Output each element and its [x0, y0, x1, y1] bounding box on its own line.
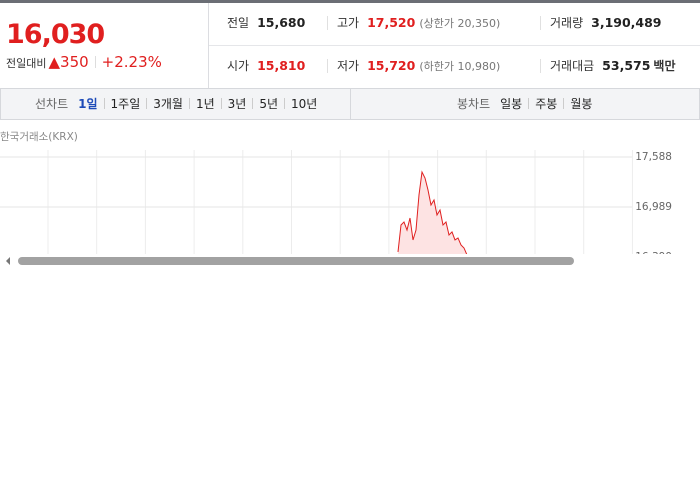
tab-option[interactable]: 일봉 — [500, 97, 523, 111]
scroll-thumb[interactable] — [18, 257, 574, 265]
separator — [528, 98, 530, 109]
stat-value: 15,720 — [367, 58, 416, 73]
tab-option[interactable]: 10년 — [291, 97, 318, 111]
stat-extra: (하한가 10,980) — [419, 60, 501, 73]
scrollbar[interactable] — [0, 254, 700, 268]
stat-label: 거래량 — [550, 16, 584, 30]
stat-value: 15,810 — [257, 58, 306, 73]
tab-option[interactable]: 월봉 — [570, 97, 593, 111]
candle-options: 봉차트 일봉 주봉 월봉 — [457, 89, 592, 119]
line-chart-label: 선차트 — [35, 97, 69, 111]
line-chart-tabs: 선차트 1일 1주일 3개월 1년 3년 5년 10년 — [1, 89, 351, 119]
stat-cell: 저가 15,720 (하한가 10,980) — [326, 46, 501, 88]
stat-value: 17,520 — [367, 15, 416, 30]
line-options: 선차트 1일 1주일 3개월 1년 3년 5년 10년 — [35, 89, 317, 119]
tab-option[interactable]: 1년 — [195, 97, 215, 111]
tab-option[interactable]: 주봉 — [535, 97, 558, 111]
stat-cell: 고가 17,520 (상한가 20,350) — [326, 3, 501, 45]
chart-source: 한국거래소(KRX) — [0, 131, 78, 143]
tab-option[interactable]: 1주일 — [110, 97, 141, 111]
plot-area — [397, 170, 471, 259]
tab-option[interactable]: 3개월 — [153, 97, 183, 111]
separator — [146, 98, 148, 109]
separator — [94, 56, 96, 68]
stat-cell: 거래대금 53,575 백만 — [540, 46, 676, 88]
stat-label: 저가 — [337, 59, 360, 73]
change-value: 350 — [60, 53, 89, 71]
stat-unit: 백만 — [653, 59, 676, 73]
stat-value: 53,575 — [602, 58, 651, 73]
y-tick-label: 17,588 — [635, 151, 672, 163]
stat-value: 15,680 — [257, 15, 306, 30]
separator — [563, 98, 565, 109]
stat-cell: 전일 15,680 — [227, 3, 305, 45]
top-border — [0, 0, 700, 3]
stat-cell: 시가 15,810 — [227, 46, 305, 88]
stat-extra: (상한가 20,350) — [419, 17, 501, 30]
tab-option[interactable]: 1일 — [78, 97, 98, 111]
separator — [188, 98, 190, 109]
tab-option[interactable]: 5년 — [259, 97, 279, 111]
quote-panel: 16,030 전일대비 ▲350 +2.23% — [0, 3, 209, 88]
change-rate: +2.23% — [101, 53, 162, 71]
separator — [103, 98, 105, 109]
tab-option[interactable]: 3년 — [227, 97, 247, 111]
separator — [220, 98, 222, 109]
change-label: 전일대비 — [6, 57, 47, 70]
stat-label: 시가 — [227, 59, 250, 73]
current-price: 16,030 — [6, 19, 105, 50]
stats-row: 전일 15,680 고가 17,520 (상한가 20,350) 거래량 3,190,489 — [209, 3, 700, 46]
stats-panel: 전일 15,680 고가 17,520 (상한가 20,350) 거래량 3,190,489… — [209, 3, 700, 89]
change-symbol: ▲ — [48, 53, 61, 71]
stat-value: 3,190,489 — [591, 15, 662, 30]
separator — [252, 98, 254, 109]
stat-cell: 거래량 3,190,489 — [540, 3, 662, 45]
scroll-left-arrow[interactable] — [6, 257, 10, 265]
candle-chart-label: 봉차트 — [457, 97, 491, 111]
separator — [284, 98, 286, 109]
stat-label: 전일 — [227, 16, 250, 30]
y-tick-label: 16,989 — [635, 201, 672, 213]
price-area — [398, 172, 470, 259]
stat-label: 거래대금 — [550, 59, 595, 73]
chart-toolbar: 선차트 1일 1주일 3개월 1년 3년 5년 10년 봉차트 일봉 주봉 월봉 — [0, 88, 700, 120]
price-line — [397, 170, 471, 259]
stats-row: 시가 15,810 저가 15,720 (하한가 10,980) 거래대금 53,575 백만 — [209, 46, 700, 88]
change-line: 전일대비 ▲350 +2.23% — [6, 53, 162, 71]
stat-label: 고가 — [337, 16, 360, 30]
